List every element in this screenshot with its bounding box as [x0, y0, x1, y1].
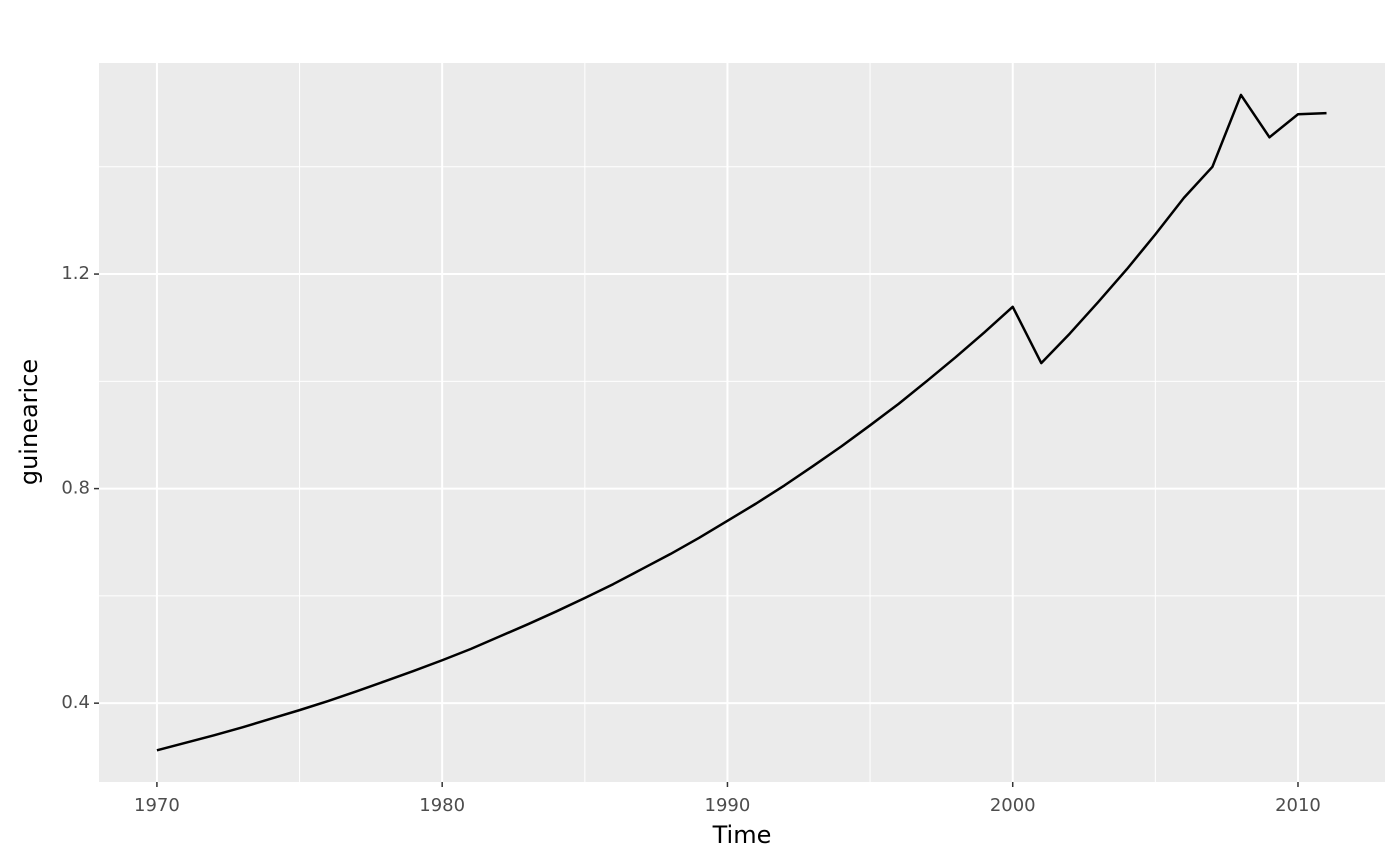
x-tick-label: 1980	[419, 795, 465, 816]
y-tick-label: 1.2	[61, 263, 90, 284]
y-axis-title: guinearice	[15, 359, 43, 485]
y-tick-label: 0.4	[61, 692, 90, 713]
y-tick-label: 0.8	[61, 478, 90, 499]
x-tick-label: 1990	[705, 795, 751, 816]
x-tick-label: 2010	[1275, 795, 1321, 816]
grid	[99, 63, 1385, 782]
x-axis-title: Time	[712, 821, 772, 849]
marks	[156, 93, 1327, 752]
panel-background	[99, 63, 1385, 782]
x-tick-label: 2000	[990, 795, 1036, 816]
line	[156, 93, 1327, 752]
x-tick-label: 1970	[134, 795, 180, 816]
